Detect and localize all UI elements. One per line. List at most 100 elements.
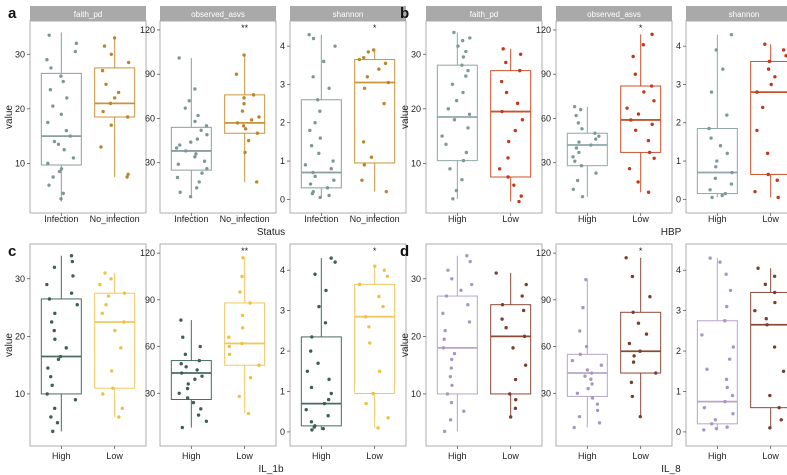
y-tick-label: 20 [411, 331, 421, 341]
facet-b-shannon: shannon 0 1 2 3 4 High Low [676, 6, 787, 224]
data-point [584, 277, 588, 282]
data-point [120, 406, 125, 411]
data-point [753, 308, 757, 313]
data-point [581, 305, 585, 310]
data-point [624, 256, 628, 260]
data-point [382, 268, 387, 272]
facet-a-faith_pd: faith_pd 10 20 30 value Infection No_infection [4, 6, 147, 224]
y-tick-label: 3 [676, 306, 681, 316]
data-point [181, 335, 185, 339]
data-point [630, 394, 635, 399]
data-point [45, 58, 49, 62]
data-point [48, 88, 53, 92]
data-point [52, 328, 56, 333]
iqr-box [436, 295, 478, 395]
data-point [307, 32, 311, 37]
data-point [450, 82, 455, 86]
facet-strip [160, 6, 276, 21]
data-point [766, 67, 771, 71]
data-point [315, 98, 320, 102]
iqr-box [490, 70, 532, 178]
data-point [730, 170, 734, 175]
data-point [445, 392, 450, 396]
data-point [713, 176, 718, 180]
iqr-box [170, 126, 212, 171]
significance-annotation: ** [241, 246, 249, 256]
box-Infection: Infection [300, 32, 342, 224]
data-point [506, 139, 511, 144]
data-point [65, 96, 69, 100]
y-tick-label: 1 [280, 156, 285, 166]
data-point [773, 300, 777, 305]
x-tick-label: Low [632, 214, 649, 224]
data-point [590, 396, 595, 400]
data-point [440, 134, 444, 138]
iqr-box [436, 64, 478, 162]
data-point [764, 317, 768, 321]
data-point [631, 54, 635, 59]
data-point [583, 374, 587, 378]
facet-strip [686, 6, 787, 21]
facet-b-observed_asvs: observed_asvs 30 60 90 120 High Low * [536, 6, 673, 224]
data-point [177, 391, 181, 395]
data-point [443, 328, 447, 333]
data-point [460, 38, 465, 43]
y-tick-label: 90 [541, 295, 551, 305]
data-point [125, 115, 130, 119]
y-tick-label: 1 [676, 156, 681, 166]
data-point [574, 146, 579, 150]
data-point [75, 302, 79, 307]
data-point [257, 115, 261, 119]
data-point [647, 150, 652, 155]
data-point [68, 134, 73, 138]
data-point [573, 159, 577, 163]
data-point [317, 151, 321, 156]
data-point [654, 371, 658, 375]
data-point [450, 383, 454, 388]
data-point [333, 44, 337, 48]
x-tick-label: High [578, 451, 597, 461]
data-point [255, 180, 259, 184]
data-point [248, 376, 253, 380]
data-point [631, 360, 636, 364]
data-point [199, 407, 203, 411]
y-tick-label: 30 [145, 388, 155, 398]
data-point [448, 418, 453, 422]
data-point [585, 368, 590, 372]
data-point [362, 163, 367, 167]
data-point [452, 118, 457, 122]
data-point [518, 68, 522, 73]
data-point [451, 197, 455, 201]
data-point [368, 341, 372, 345]
data-point [519, 194, 523, 198]
iqr-box [224, 94, 266, 134]
data-point [636, 180, 640, 184]
facet-a-shannon: shannon 0 1 2 3 4 Infection No_infection * [280, 6, 407, 224]
data-point [237, 394, 241, 399]
facet-strip [30, 6, 146, 21]
data-point [176, 162, 181, 166]
data-point [444, 294, 449, 298]
data-point [593, 137, 598, 141]
data-point [197, 180, 201, 184]
data-point [636, 112, 641, 116]
data-point [731, 345, 736, 349]
data-point [644, 332, 649, 336]
data-point [577, 150, 581, 155]
y-tick-label: 20 [15, 331, 25, 341]
data-point [257, 363, 261, 367]
data-point [188, 194, 193, 199]
data-point [377, 294, 381, 299]
data-point [723, 191, 728, 196]
data-point [441, 346, 446, 350]
y-axis-title: value [400, 105, 411, 129]
significance-annotation: ** [241, 23, 249, 33]
data-point [632, 354, 636, 358]
data-point [597, 134, 601, 138]
data-point [56, 142, 61, 146]
iqr-box [620, 311, 662, 374]
data-point [205, 166, 209, 171]
data-point [309, 420, 314, 424]
data-point [384, 189, 389, 194]
